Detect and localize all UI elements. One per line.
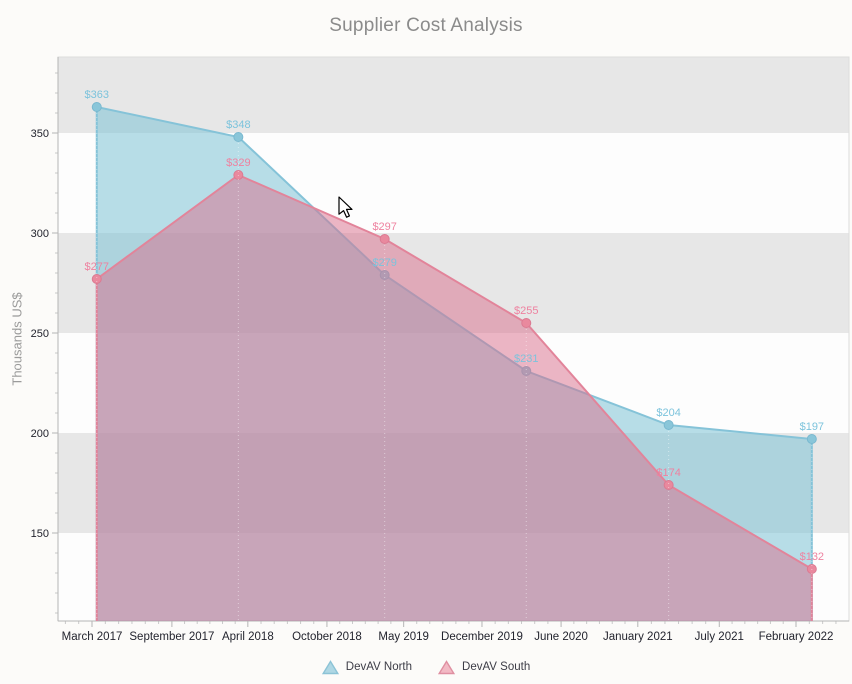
data-point-marker[interactable] xyxy=(663,480,674,490)
data-point-marker[interactable] xyxy=(806,564,817,574)
chart-title: Supplier Cost Analysis xyxy=(329,15,523,36)
legend-item-devav-north[interactable]: DevAV North xyxy=(321,659,413,675)
chart-legend: DevAV North DevAV South xyxy=(0,656,852,678)
data-point-marker[interactable] xyxy=(521,318,532,328)
point-value-label: $132 xyxy=(800,551,824,563)
data-point-marker[interactable] xyxy=(91,102,102,112)
plot-area[interactable]: 150 200 250 300 350 March 2017 September 2017 A… xyxy=(0,0,852,652)
plot-band xyxy=(58,57,849,133)
x-tick-label: July 2021 xyxy=(695,631,744,643)
series-area-fill xyxy=(96,175,812,621)
y-tick-label: 150 xyxy=(31,528,49,540)
y-tick-label: 250 xyxy=(31,328,49,340)
point-value-label: $174 xyxy=(656,467,680,479)
data-point-marker[interactable] xyxy=(806,434,817,444)
x-tick-label: December 2019 xyxy=(441,631,523,643)
x-tick-label: March 2017 xyxy=(62,631,123,643)
x-tick-label: June 2020 xyxy=(534,631,588,643)
point-value-label: $197 xyxy=(800,421,824,433)
data-point-marker[interactable] xyxy=(233,132,244,142)
series-devav-south xyxy=(91,170,817,621)
data-point-marker[interactable] xyxy=(91,274,102,284)
y-tick-label: 300 xyxy=(31,228,49,240)
series-line xyxy=(95,173,813,621)
data-point-marker[interactable] xyxy=(379,234,390,244)
y-tick-label: 200 xyxy=(31,428,49,440)
point-value-label: $255 xyxy=(514,305,538,317)
data-point-marker[interactable] xyxy=(233,170,244,180)
point-value-label: $279 xyxy=(372,257,396,269)
point-value-label: $204 xyxy=(656,407,680,419)
point-value-label: $363 xyxy=(85,89,109,101)
legend-label: DevAV South xyxy=(462,661,531,673)
point-value-label: $329 xyxy=(226,157,250,169)
x-tick-label: May 2019 xyxy=(378,631,429,643)
area-series-icon xyxy=(438,659,456,674)
x-tick-label: January 2021 xyxy=(603,631,673,643)
point-value-label: $277 xyxy=(85,261,109,273)
legend-item-devav-south[interactable]: DevAV South xyxy=(438,659,531,675)
point-value-label: $231 xyxy=(514,353,538,365)
point-value-label: $297 xyxy=(372,221,396,233)
point-value-label: $348 xyxy=(226,119,250,131)
x-tick-label: April 2018 xyxy=(222,631,274,643)
y-tick-label: 350 xyxy=(31,128,49,140)
area-series-icon xyxy=(321,659,339,674)
legend-label: DevAV North xyxy=(345,661,413,673)
x-tick-label: October 2018 xyxy=(292,631,362,643)
x-tick-label: September 2017 xyxy=(129,631,214,643)
x-tick-label: February 2022 xyxy=(759,631,834,643)
data-point-marker[interactable] xyxy=(663,420,674,430)
